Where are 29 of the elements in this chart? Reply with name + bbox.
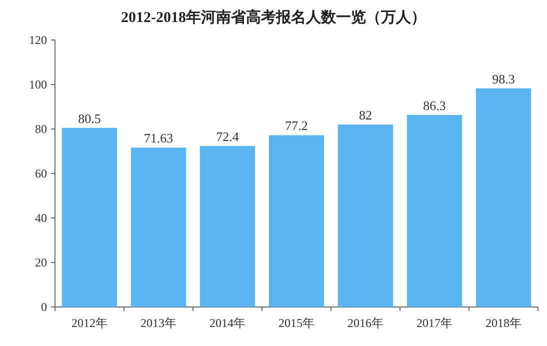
bar — [130, 148, 186, 307]
bar — [338, 124, 394, 307]
bar — [62, 128, 118, 307]
bar — [200, 146, 256, 307]
x-tick-label: 2015年 — [278, 316, 314, 330]
data-label: 71.63 — [144, 130, 174, 146]
y-tick-label: 80 — [35, 122, 47, 136]
data-label: 77.2 — [285, 118, 308, 134]
y-tick-label: 40 — [35, 211, 47, 225]
data-label: 98.3 — [492, 71, 515, 86]
data-label: 82 — [359, 108, 372, 123]
bar — [406, 114, 462, 307]
x-tick-label: 2016年 — [348, 316, 384, 330]
y-tick-label: 20 — [35, 256, 47, 270]
y-tick-label: 100 — [29, 78, 47, 92]
data-label: 72.4 — [216, 128, 240, 144]
x-tick-label: 2013年 — [140, 316, 176, 330]
x-tick-label: 2012年 — [72, 316, 108, 330]
data-label: 86.3 — [423, 98, 446, 113]
x-tick-label: 2014年 — [210, 316, 246, 330]
y-tick-label: 120 — [29, 33, 47, 47]
y-tick-label: 0 — [41, 300, 47, 314]
chart-title: 2012-2018年河南省高考报名人数一览（万人） — [121, 8, 426, 26]
y-tick-label: 60 — [35, 166, 47, 180]
bar — [268, 135, 324, 307]
bar — [476, 88, 532, 307]
x-tick-label: 2018年 — [486, 316, 522, 330]
data-label: 80.5 — [78, 110, 101, 126]
x-tick-label: 2017年 — [416, 316, 452, 330]
